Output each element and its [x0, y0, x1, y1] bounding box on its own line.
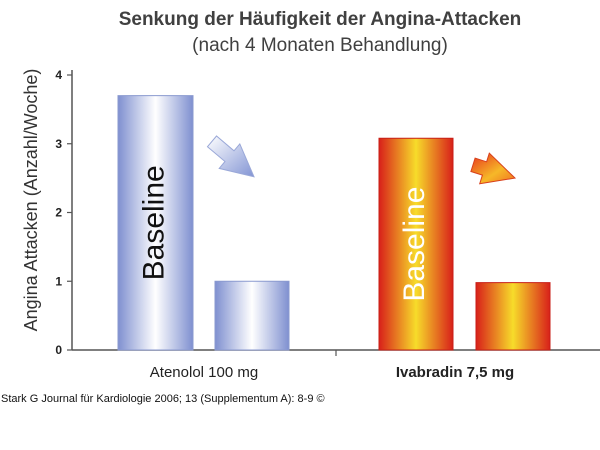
- bar-ivabradin-treated: [475, 282, 551, 351]
- bar-ivabradin-baseline: [378, 137, 454, 351]
- chart-title: Senkung der Häufigkeit der Angina-Attack…: [119, 9, 522, 30]
- y-tick-label: 2: [55, 206, 62, 220]
- category-label-ivabradin: Ivabradin 7,5 mg: [396, 364, 514, 381]
- bar-baseline-label: Baseline: [398, 187, 431, 302]
- bar-baseline-label: Baseline: [137, 165, 170, 280]
- y-axis-label: Angina Attacken (Anzahl/Woche): [21, 69, 41, 332]
- chart-subtitle: (nach 4 Monaten Behandlung): [192, 35, 448, 56]
- citation: Stark G Journal für Kardiologie 2006; 13…: [1, 393, 325, 405]
- decrease-arrow-icon: [470, 152, 517, 185]
- bar-atenolol-treated: [214, 280, 290, 351]
- y-tick-label: 4: [55, 68, 62, 82]
- bar-atenolol-baseline: [117, 95, 194, 351]
- decrease-arrow-icon: [206, 135, 255, 178]
- y-tick-label: 3: [55, 137, 62, 151]
- y-tick-label: 0: [55, 343, 62, 357]
- y-tick-label: 1: [55, 274, 62, 288]
- category-label-atenolol: Atenolol 100 mg: [150, 364, 258, 381]
- plot-area: 0 1 2 3 4 Baseline Atenolol 100 mg Baseline Ivab…: [55, 68, 600, 381]
